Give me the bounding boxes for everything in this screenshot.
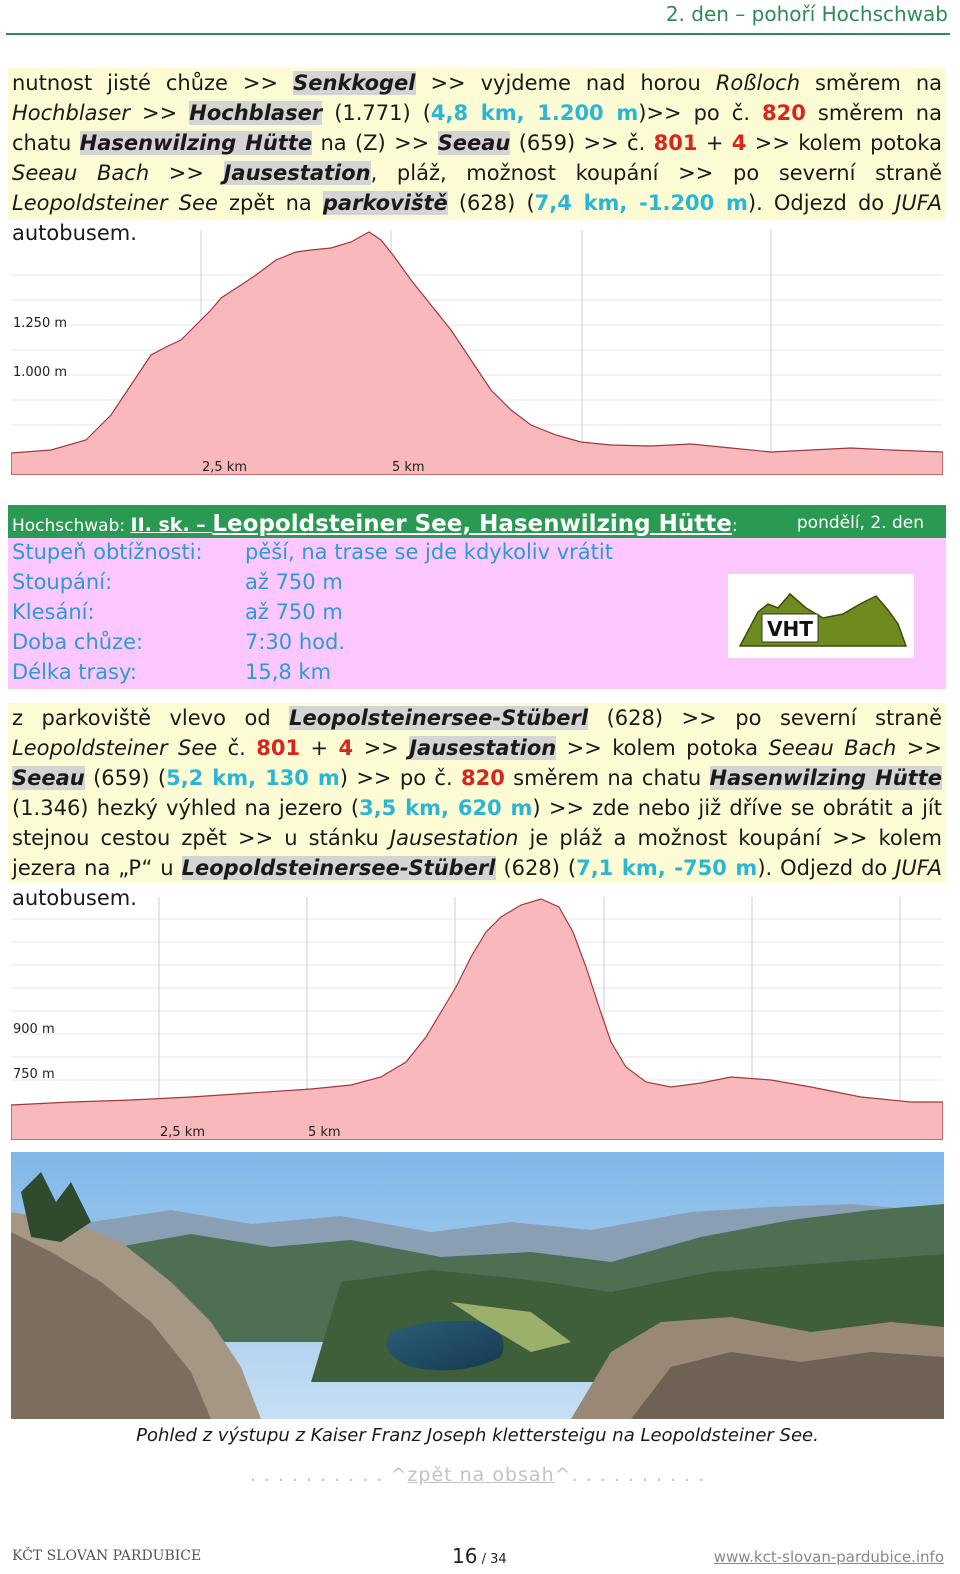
route-header-bar: Hochschwab: II. sk. – Leopoldsteiner See… (8, 505, 946, 538)
route-title: Hochschwab: II. sk. – Leopoldsteiner See… (12, 511, 738, 537)
elevation-profile-1: 1.250 m 1.000 m 2,5 km 5 km (11, 230, 943, 475)
route-name: Leopoldsteiner See, Hasenwilzing Hütte (212, 511, 732, 537)
vht-logo-text: VHT (767, 617, 813, 641)
stat-ascent: Stoupání: až 750 m (12, 570, 343, 594)
back-to-contents-link[interactable]: zpět na obsah (407, 1464, 555, 1486)
vht-logo: VHT (728, 574, 914, 658)
landscape-photo (11, 1152, 944, 1419)
page-header: 2. den – pohoří Hochschwab (6, 0, 950, 35)
stat-difficulty: Stupeň obtížnosti: pěší, na trase se jde … (12, 540, 613, 564)
profile-1-x-label: 2,5 km (202, 460, 247, 475)
route-level: II. sk. (130, 514, 190, 536)
route-stats: Stupeň obtížnosti: pěší, na trase se jde … (8, 538, 946, 689)
footer-url-link[interactable]: www.kct-slovan-pardubice.info (713, 1548, 944, 1566)
elevation-profile-2: 900 m 750 m 2,5 km 5 km (11, 897, 943, 1140)
profile-1-y-label: 1.250 m (13, 316, 67, 331)
footer-club: KČT SLOVAN PARDUBICE (12, 1548, 202, 1564)
stat-descent: Klesání: až 750 m (12, 600, 343, 624)
route-day: pondělí, 2. den (796, 513, 924, 533)
profile-1-area (11, 231, 943, 475)
photo-caption: Pohled z výstupu z Kaiser Franz Joseph k… (136, 1425, 819, 1446)
profile-2-x-label: 2,5 km (160, 1125, 205, 1140)
intro-paragraph: nutnost jisté chůze >> Senkkogel >> vyjd… (8, 68, 946, 245)
profile-2-y-label: 900 m (13, 1022, 55, 1037)
profile-1-x-label: 5 km (392, 460, 425, 475)
stat-length: Délka trasy: 15,8 km (12, 660, 332, 684)
profile-2-area (11, 898, 943, 1140)
profile-1-y-label: 1.000 m (13, 365, 67, 380)
back-to-contents: . . . . . . . . . . ^zpět na obsah^. . .… (249, 1464, 706, 1486)
page-number: 16 / 34 (452, 1544, 507, 1568)
route-paragraph: z parkoviště vlevo od Leopolsteinersee-S… (8, 703, 946, 910)
stat-duration: Doba chůze: 7:30 hod. (12, 630, 345, 654)
profile-2-y-label: 750 m (13, 1067, 55, 1082)
page-title: 2. den – pohoří Hochschwab (665, 2, 948, 26)
profile-2-x-label: 5 km (308, 1125, 341, 1140)
